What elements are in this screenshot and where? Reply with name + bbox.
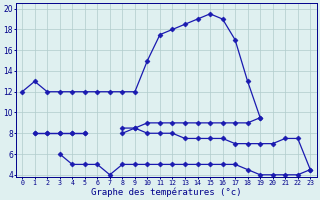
X-axis label: Graphe des températures (°c): Graphe des températures (°c) — [91, 187, 242, 197]
